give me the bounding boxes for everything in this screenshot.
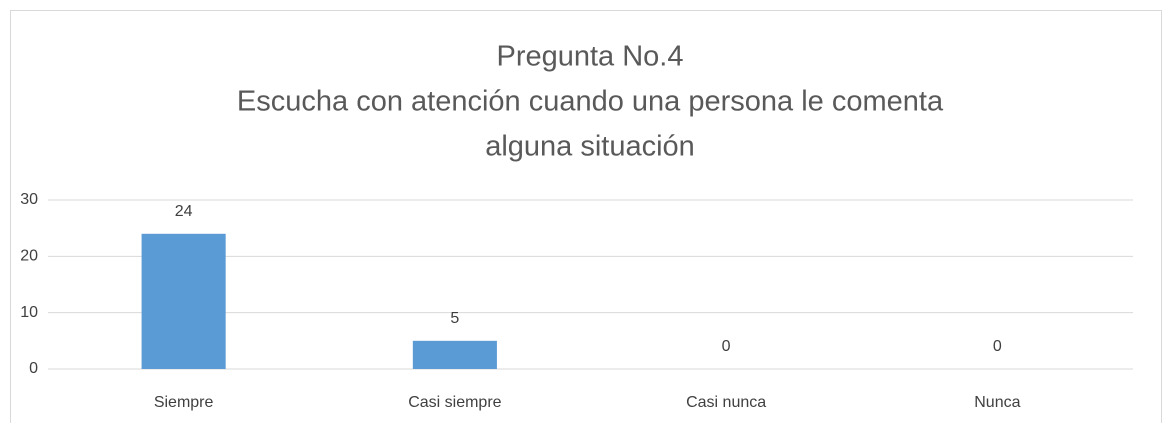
data-label: 0: [993, 338, 1002, 355]
data-label: 0: [722, 338, 731, 355]
chart-title: Escucha con atención cuando una persona …: [237, 86, 944, 118]
x-tick-label: Casi nunca: [686, 394, 766, 411]
chart-title: alguna situación: [485, 131, 695, 163]
y-tick-label: 0: [29, 360, 38, 377]
data-label: 5: [450, 310, 459, 327]
y-tick-label: 30: [20, 191, 38, 208]
bar: [412, 340, 497, 369]
y-tick-label: 10: [20, 304, 38, 321]
data-label: 24: [175, 203, 193, 220]
x-tick-label: Nunca: [974, 394, 1020, 411]
bar: [141, 233, 226, 369]
y-tick-label: 20: [20, 248, 38, 265]
x-tick-label: Casi siempre: [408, 394, 501, 411]
chart-title: Pregunta No.4: [496, 41, 683, 73]
x-tick-label: Siempre: [154, 394, 214, 411]
